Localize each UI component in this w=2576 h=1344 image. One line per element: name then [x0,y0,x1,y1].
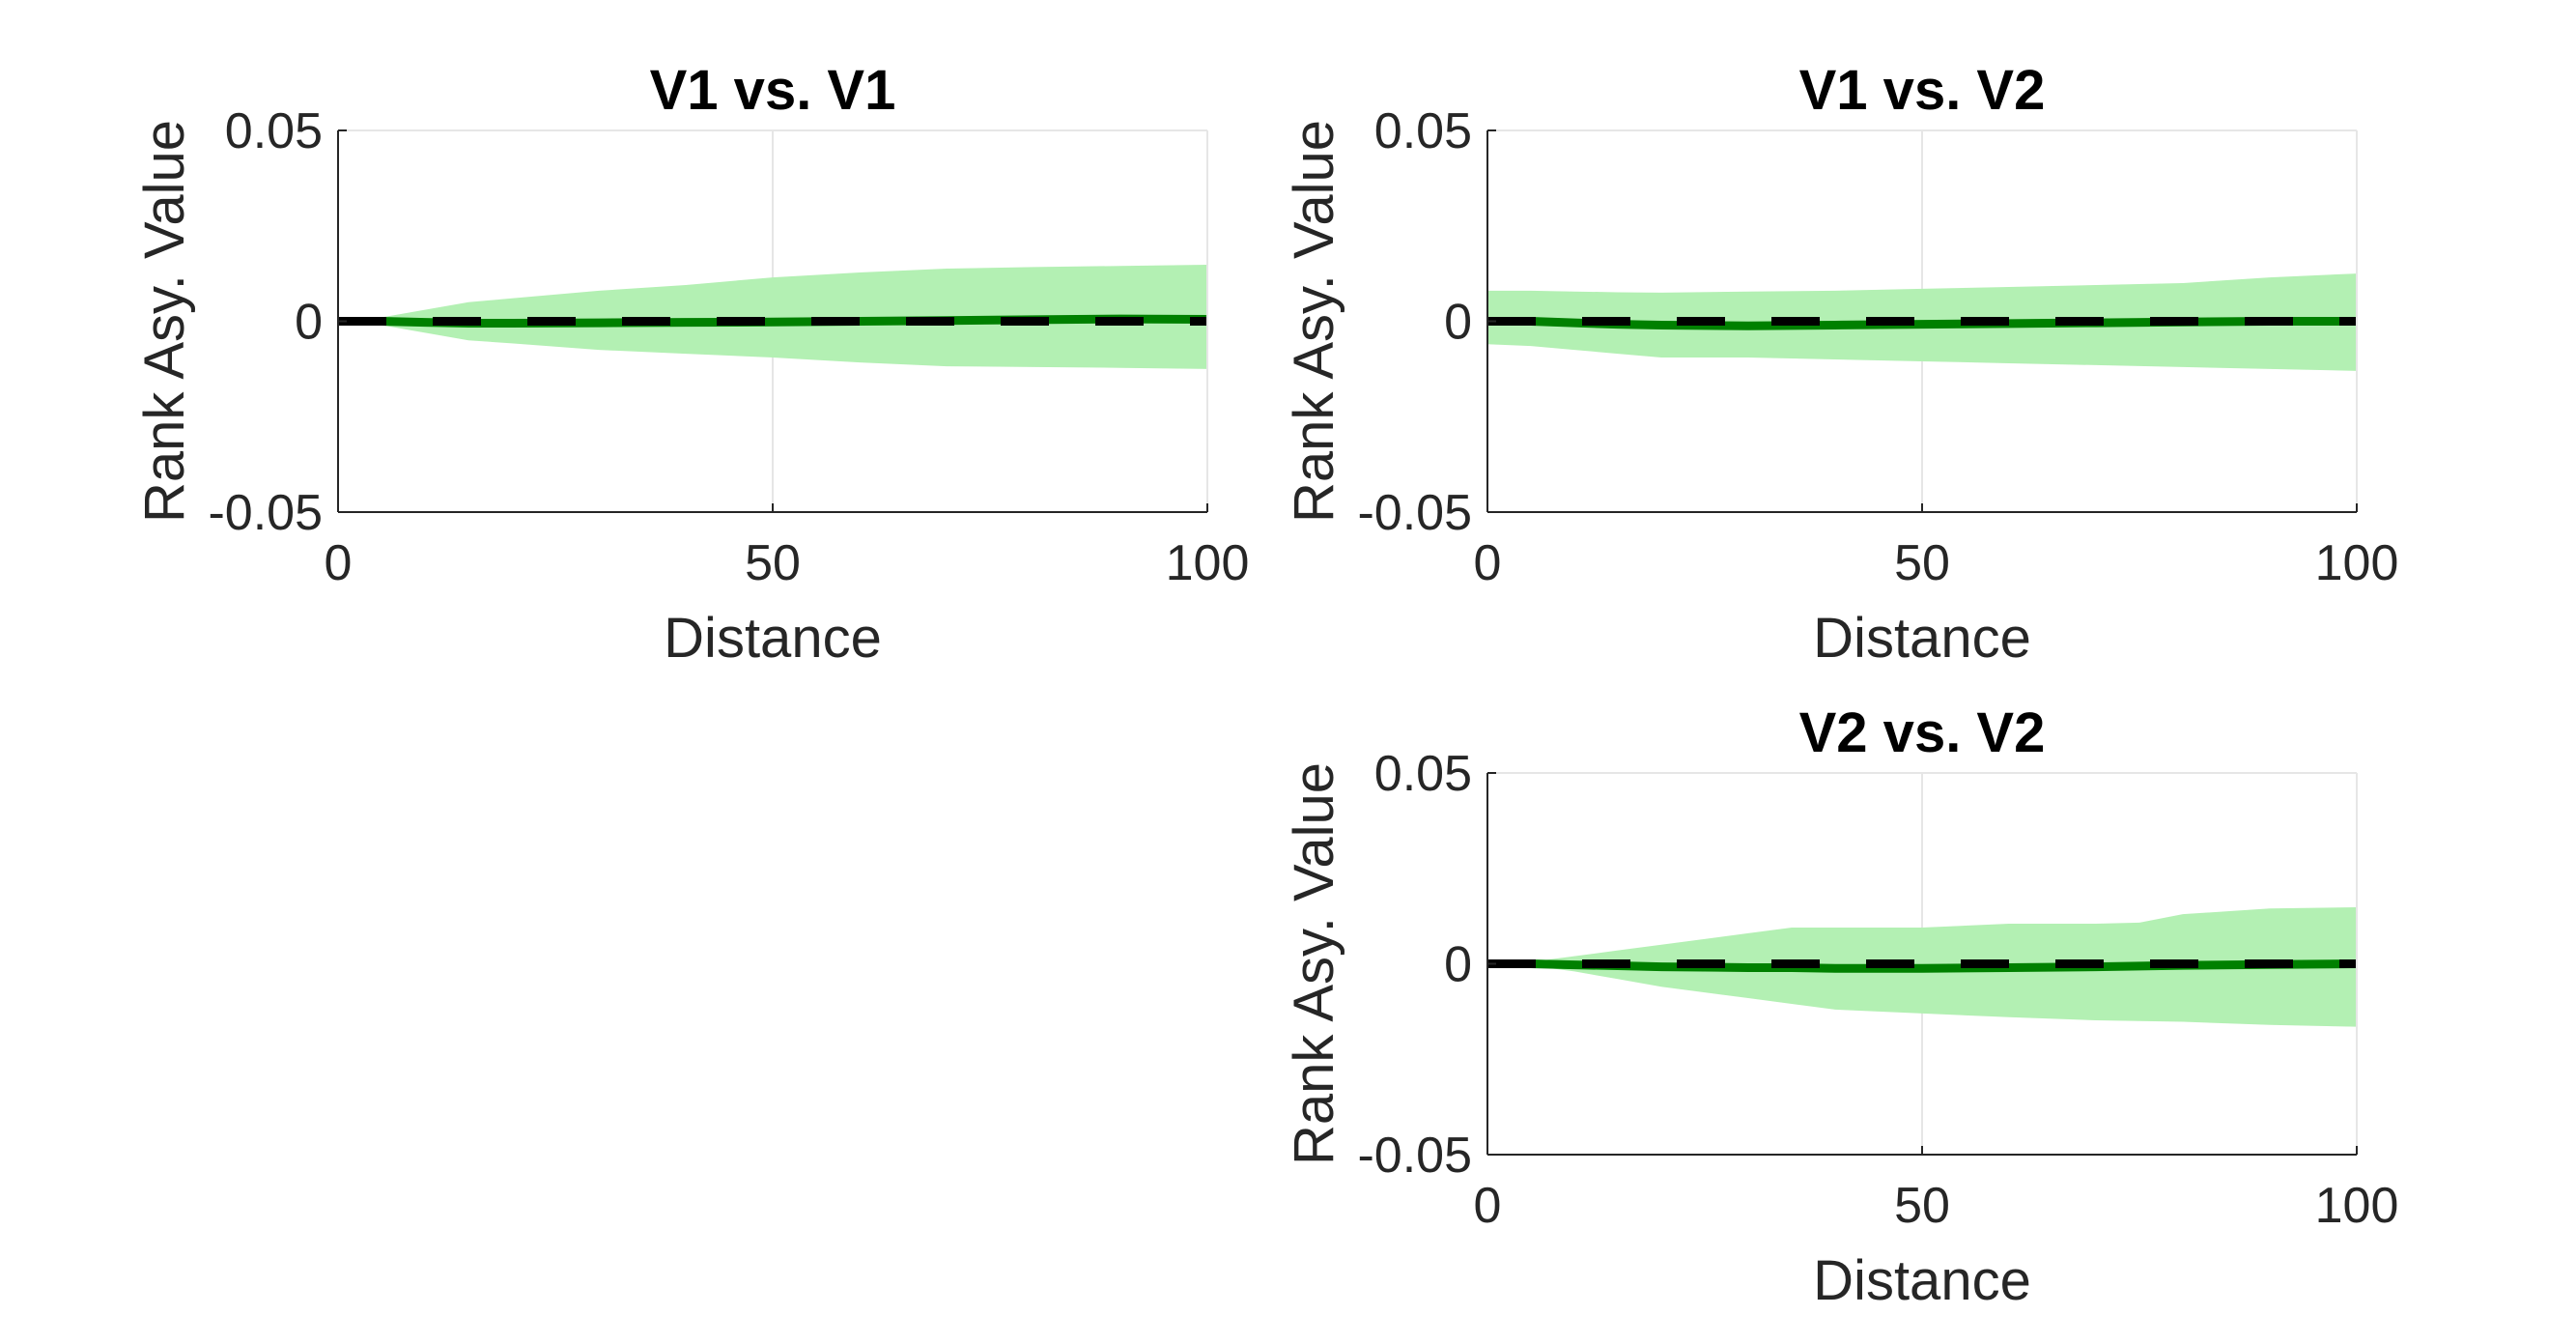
panel-title: V1 vs. V2 [1799,59,2046,122]
y-tick-label: -0.05 [1357,1128,1472,1184]
y-tick-label: 0.05 [225,103,323,159]
x-axis-label: Distance [1813,607,2031,670]
y-tick-label: 0.05 [1374,103,1472,159]
x-tick-label: 0 [325,535,353,591]
y-axis-label: Rank Asy. Value [133,120,196,523]
x-tick-label: 0 [1474,1178,1502,1234]
panel-title: V1 vs. V1 [650,59,896,122]
confidence-band [338,265,1207,369]
x-tick-label: 50 [1894,535,1950,591]
y-tick-label: 0 [1444,937,1472,993]
y-tick-label: 0 [1444,295,1472,351]
x-tick-label: 50 [745,535,801,591]
panel-title: V2 vs. V2 [1799,701,2046,764]
x-tick-label: 100 [2315,535,2399,591]
y-axis-label: Rank Asy. Value [1283,762,1345,1165]
x-axis-label: Distance [1813,1249,2031,1312]
x-tick-label: 100 [2315,1178,2399,1234]
x-tick-label: 50 [1894,1178,1950,1234]
x-tick-label: 0 [1474,535,1502,591]
x-tick-label: 100 [1166,535,1250,591]
y-axis-label: Rank Asy. Value [1283,120,1345,523]
x-axis-label: Distance [664,607,882,670]
y-tick-label: 0 [295,295,323,351]
y-tick-label: -0.05 [208,485,323,541]
y-tick-label: 0.05 [1374,746,1472,802]
y-tick-label: -0.05 [1357,485,1472,541]
